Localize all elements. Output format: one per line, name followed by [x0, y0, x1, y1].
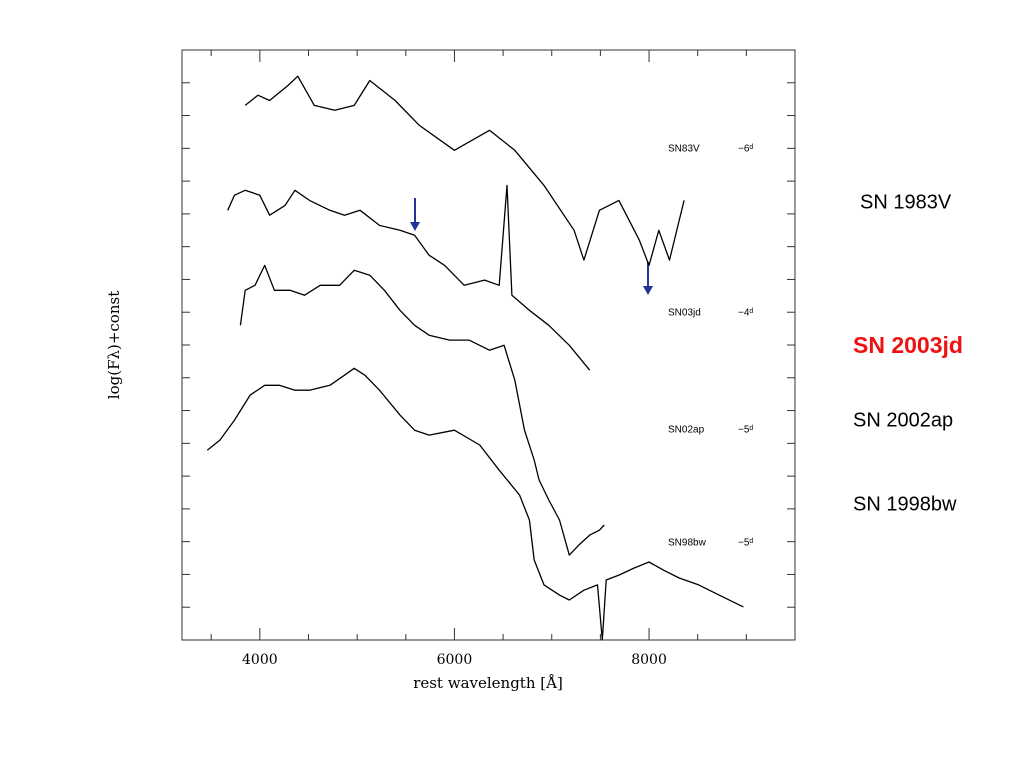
side-label: SN 1998bw	[853, 493, 957, 515]
arrow	[410, 198, 420, 231]
x-tick-label: 6000	[437, 652, 473, 668]
side-label: SN 2002ap	[853, 409, 953, 431]
x-tick-label: 4000	[242, 652, 278, 668]
spectrum-line	[239, 264, 605, 556]
spectrum-line	[244, 75, 685, 267]
spectrum-line	[206, 367, 744, 641]
series-phase: −5ᵈ	[738, 425, 753, 436]
series-phase: −4ᵈ	[738, 308, 753, 319]
series-label: SN02ap	[668, 425, 705, 436]
side-label: SN 1983V	[860, 191, 952, 213]
plot-frame	[181, 49, 796, 641]
series-phase: −5ᵈ	[738, 538, 753, 549]
side-label: SN 2003jd	[853, 332, 963, 358]
x-axis-label: rest wavelength [Å]	[413, 674, 563, 692]
series-label: SN03jd	[668, 308, 701, 319]
series-label: SN98bw	[668, 538, 707, 549]
arrow	[643, 262, 653, 295]
series-label: SN83V	[668, 144, 700, 155]
y-axis-label: log(Fλ)+const	[105, 291, 123, 399]
series-phase: −6ᵈ	[738, 144, 753, 155]
x-tick-label: 8000	[631, 652, 667, 668]
spectrum-line	[227, 184, 591, 371]
